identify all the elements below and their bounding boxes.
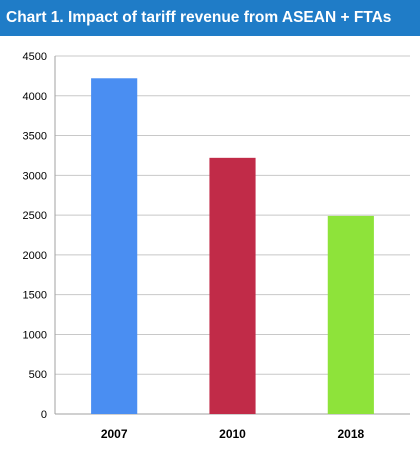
y-tick-label: 0 xyxy=(41,409,47,421)
x-category-label: 2018 xyxy=(337,427,364,441)
y-tick-label: 500 xyxy=(29,369,47,381)
bar-2018 xyxy=(327,215,374,414)
x-category-label: 2010 xyxy=(219,427,246,441)
bar-2010 xyxy=(209,157,256,414)
chart-title-bar: Chart 1. Impact of tariff revenue from A… xyxy=(0,0,420,36)
y-tick-label: 1500 xyxy=(23,290,47,302)
bar-2007 xyxy=(91,78,138,414)
y-tick-label: 2000 xyxy=(23,250,47,262)
y-tick-label: 4000 xyxy=(23,91,47,103)
bar-chart: 0 500 1000 1500 2000 2500 3000 3500 4000 4500 200… xyxy=(23,51,410,441)
y-tick-label: 1000 xyxy=(23,329,47,341)
y-tick-label: 3500 xyxy=(23,131,47,143)
y-tick-label: 2500 xyxy=(23,210,47,222)
y-tick-label: 3000 xyxy=(23,170,47,182)
y-tick-label: 4500 xyxy=(23,51,47,63)
y-axis-tick-labels: 0 500 1000 1500 2000 2500 3000 3500 4000 4500 xyxy=(23,51,47,421)
x-category-label: 2007 xyxy=(101,427,128,441)
chart-title: Chart 1. Impact of tariff revenue from A… xyxy=(6,9,392,26)
x-axis-category-labels: 2007 2010 2018 xyxy=(101,427,365,441)
bars xyxy=(91,78,374,414)
